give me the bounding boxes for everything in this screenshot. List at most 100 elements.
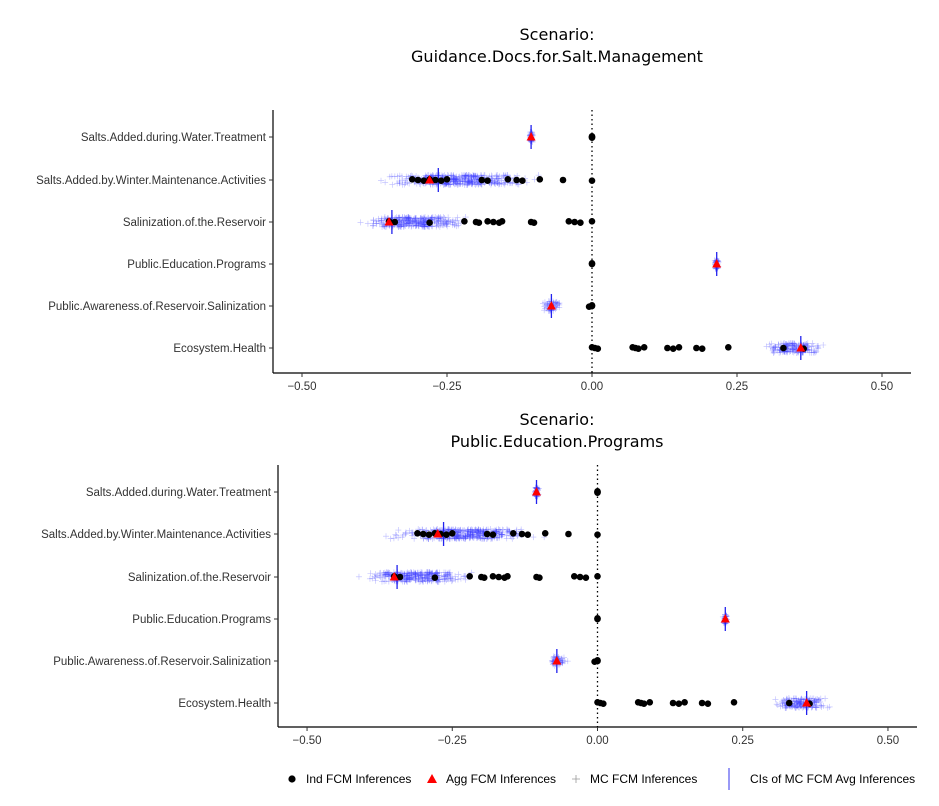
mc-inference-plus: [454, 177, 461, 184]
mc-inference-plus: [457, 177, 464, 184]
mc-inference-plus: [467, 528, 474, 535]
mc-inference-plus: [473, 529, 480, 536]
mc-inference-plus: [429, 172, 436, 179]
mc-inference-plus: [459, 178, 466, 185]
mc-inference-plus: [401, 570, 408, 577]
mc-inference-plus: [376, 573, 383, 580]
mc-inference-plus: [406, 570, 413, 577]
mc-inference-plus: [476, 532, 483, 539]
mc-inference-plus: [467, 527, 474, 534]
mc-inference-plus: [541, 303, 548, 310]
mc-inference-plus: [456, 535, 463, 542]
mc-inference-plus: [404, 216, 411, 223]
ind-inference-point: [785, 699, 793, 707]
mc-inference-plus: [380, 571, 387, 578]
mc-inference-plus: [468, 174, 475, 181]
mc-inference-plus: [498, 531, 505, 538]
mc-inference-plus: [467, 526, 474, 533]
mc-inference-plus: [426, 571, 433, 578]
mc-inference-plus: [370, 220, 377, 227]
mc-inference-plus: [481, 535, 488, 542]
category-label: Salts.Added.during.Water.Treatment: [81, 132, 267, 144]
mc-inference-plus: [481, 535, 488, 542]
ind-inference-point: [391, 218, 399, 226]
mc-inference-plus: [420, 216, 427, 223]
mc-inference-plus: [404, 570, 411, 577]
mc-inference-plus: [493, 526, 500, 533]
mc-inference-plus: [797, 701, 804, 708]
mc-inference-plus: [789, 346, 796, 353]
ind-inference-point: [698, 699, 706, 707]
ind-inference-point: [591, 658, 598, 665]
mc-inference-plus: [412, 215, 419, 222]
ind-inference-point: [504, 176, 512, 183]
mc-inference-plus: [455, 529, 462, 536]
mc-inference-plus: [782, 702, 789, 709]
mc-inference-plus: [375, 217, 382, 224]
mc-inference-plus: [418, 570, 425, 577]
mc-inference-plus: [498, 531, 505, 538]
mc-inference-plus: [446, 535, 453, 542]
mc-inference-plus: [812, 699, 819, 706]
mc-inference-plus: [468, 529, 475, 536]
mc-inference-plus: [783, 704, 790, 711]
agg-inference-point: [389, 572, 399, 581]
mc-inference-plus: [381, 223, 388, 230]
mc-inference-plus: [421, 215, 428, 222]
mc-inference-plus: [419, 223, 426, 230]
mc-inference-plus: [459, 180, 466, 187]
mc-inference-plus: [450, 176, 457, 183]
mc-inference-plus: [421, 215, 428, 222]
ind-inference-point: [448, 530, 456, 537]
mc-inference-plus: [564, 658, 571, 665]
ind-inference-point: [646, 699, 654, 706]
ind-inference-point: [675, 700, 683, 707]
mc-inference-plus: [514, 533, 521, 540]
mc-inference-plus: [813, 696, 820, 703]
mc-inference-plus: [453, 532, 460, 539]
mc-inference-plus: [466, 177, 473, 184]
mc-inference-plus: [817, 695, 824, 702]
mc-inference-plus: [452, 526, 459, 533]
mc-inference-plus: [454, 532, 461, 539]
mc-inference-plus: [810, 695, 817, 702]
category-label: Public.Awareness.of.Reservoir.Salinizati…: [53, 656, 271, 668]
mc-inference-plus: [505, 527, 512, 534]
mc-inference-plus: [409, 532, 416, 539]
mc-inference-plus: [378, 215, 385, 222]
ind-inference-point: [509, 530, 517, 537]
mc-inference-plus: [791, 703, 798, 710]
legend-item: Agg FCM Inferences: [427, 772, 556, 786]
ind-inference-point: [582, 574, 590, 581]
mc-inference-plus: [406, 572, 413, 579]
mc-inference-plus: [429, 570, 436, 577]
x-tick-label: 0.50: [871, 381, 893, 393]
mc-inference-plus: [498, 177, 505, 184]
mc-inference-plus: [441, 220, 448, 227]
mc-inference-plus: [412, 571, 419, 578]
mc-inference-plus: [383, 569, 390, 576]
mc-inference-plus: [798, 695, 805, 702]
mc-inference-plus: [428, 571, 435, 578]
mc-inference-plus: [412, 215, 419, 222]
mc-inference-plus: [455, 526, 462, 533]
mc-inference-plus: [472, 527, 479, 534]
mc-inference-plus: [462, 533, 469, 540]
mc-inference-plus: [440, 222, 447, 229]
mc-inference-plus: [462, 172, 469, 179]
mc-inference-plus: [404, 572, 411, 579]
mc-inference-plus: [396, 222, 403, 229]
mc-inference-plus: [796, 700, 803, 707]
mc-inference-plus: [465, 172, 472, 179]
mc-inference-plus: [793, 695, 800, 702]
mc-inference-plus: [435, 222, 442, 229]
mc-inference-plus: [544, 301, 551, 308]
mc-inference-plus: [772, 343, 779, 350]
ind-inference-point: [565, 218, 573, 225]
mc-inference-plus: [380, 569, 387, 576]
mc-inference-plus: [402, 575, 409, 582]
mc-inference-plus: [436, 569, 443, 576]
mc-inference-plus: [451, 177, 458, 184]
mc-inference-plus: [428, 570, 435, 577]
mc-inference-plus: [513, 526, 520, 533]
